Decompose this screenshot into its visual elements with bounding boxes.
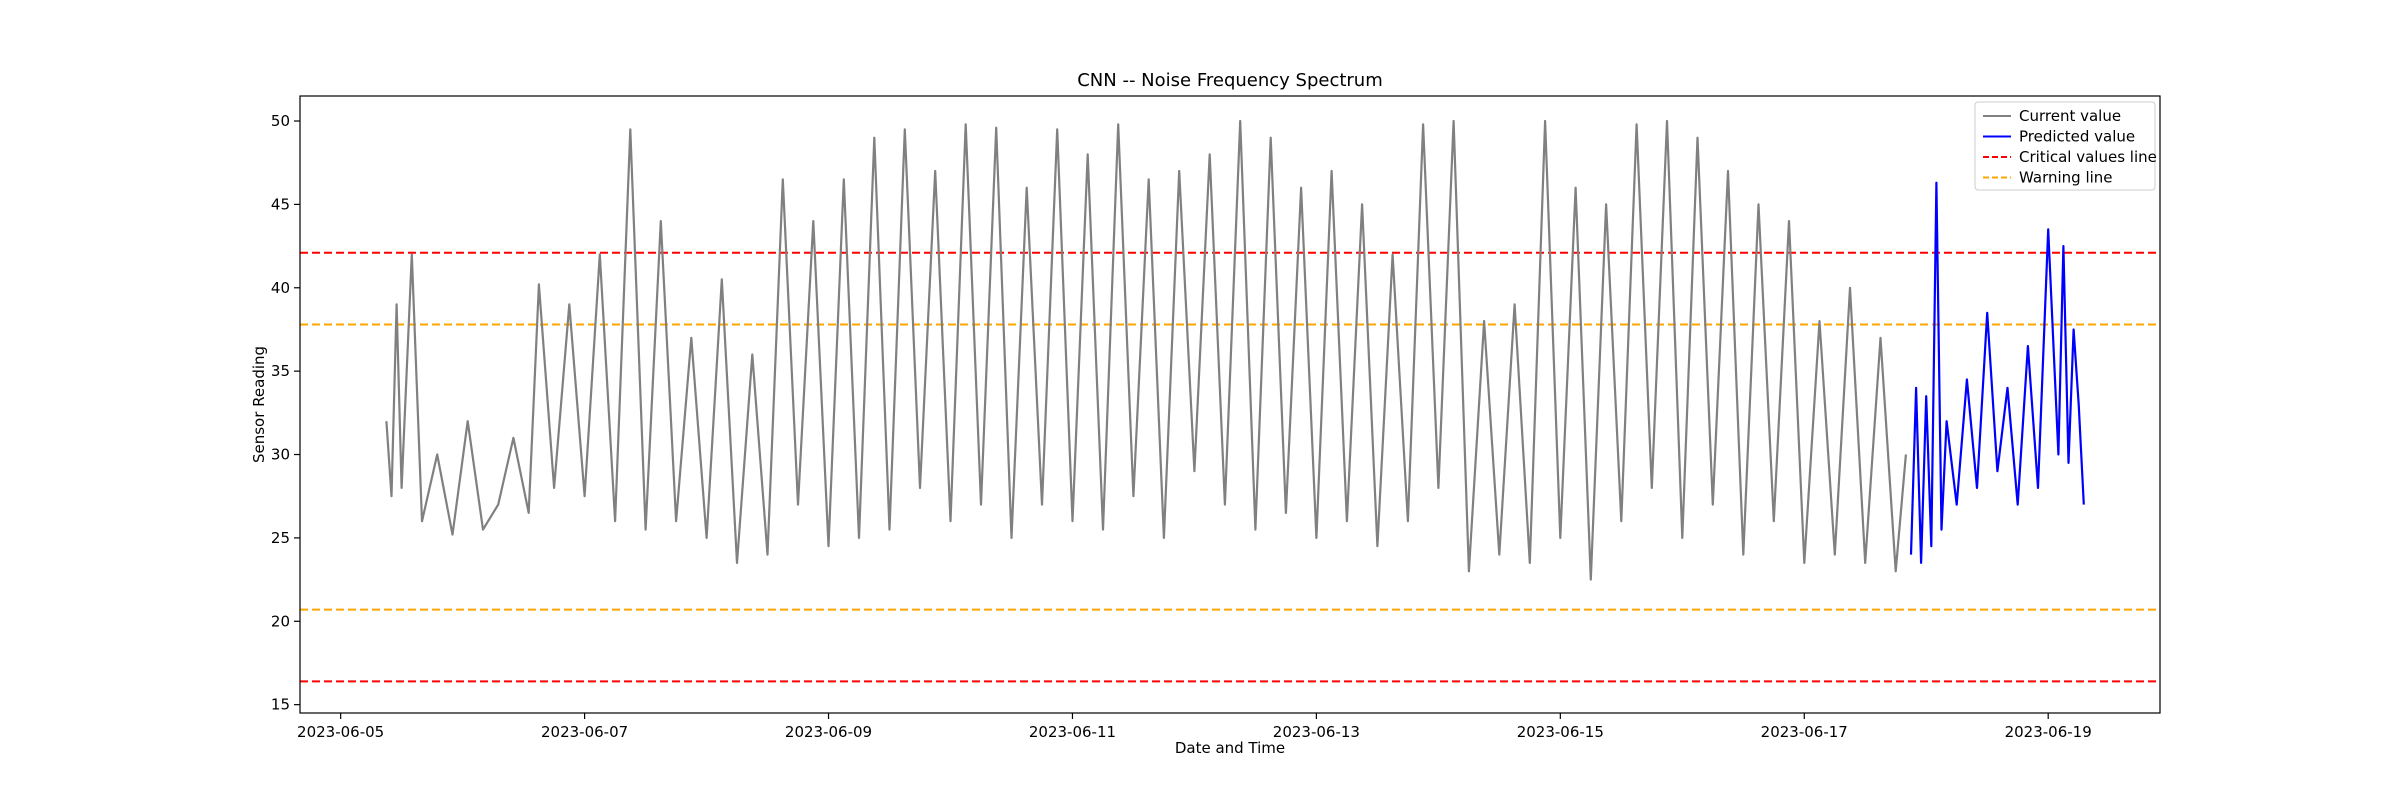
x-tick-label: 2023-06-19 [2005, 723, 2092, 741]
legend-label-1: Predicted value [2019, 128, 2135, 146]
y-tick-label: 50 [271, 112, 290, 130]
series-line-current-value [385, 119, 1907, 581]
legend-label-0: Current value [2019, 107, 2121, 125]
legend: Current value Predicted value Critical val… [1974, 101, 2157, 191]
threshold-lines [300, 251, 2160, 683]
y-tick-label: 35 [271, 362, 290, 380]
chart-title: CNN -- Noise Frequency Spectrum [1077, 70, 1383, 91]
legend-box [1974, 101, 2156, 191]
y-tick-label: 45 [271, 195, 290, 213]
y-tick-label: 15 [271, 696, 290, 714]
x-tick-label: 2023-06-17 [1761, 723, 1848, 741]
y-tick-label: 25 [271, 529, 290, 547]
x-tick-label: 2023-06-13 [1273, 723, 1360, 741]
y-tick-label: 20 [271, 612, 290, 630]
x-tick-label: 2023-06-15 [1517, 723, 1604, 741]
y-tick-label: 30 [271, 446, 290, 464]
series-lines [385, 119, 2085, 581]
x-tick-label: 2023-06-09 [785, 723, 872, 741]
axes: 15 20 25 30 35 40 45 50 2023-06-05 2023-06-07 2023… [271, 95, 2161, 741]
x-axis-title: Date and Time [1175, 739, 1285, 757]
legend-label-3: Warning line [2019, 169, 2113, 187]
x-tick-label: 2023-06-05 [297, 723, 384, 741]
series-line-predicted-value [1909, 181, 2085, 565]
plot-frame [299, 95, 2161, 714]
y-tick-label: 40 [271, 279, 290, 297]
legend-label-2: Critical values line [2019, 148, 2157, 166]
y-axis-title: Sensor Reading [250, 346, 268, 463]
x-tick-label: 2023-06-07 [541, 723, 628, 741]
x-tick-label: 2023-06-11 [1029, 723, 1116, 741]
